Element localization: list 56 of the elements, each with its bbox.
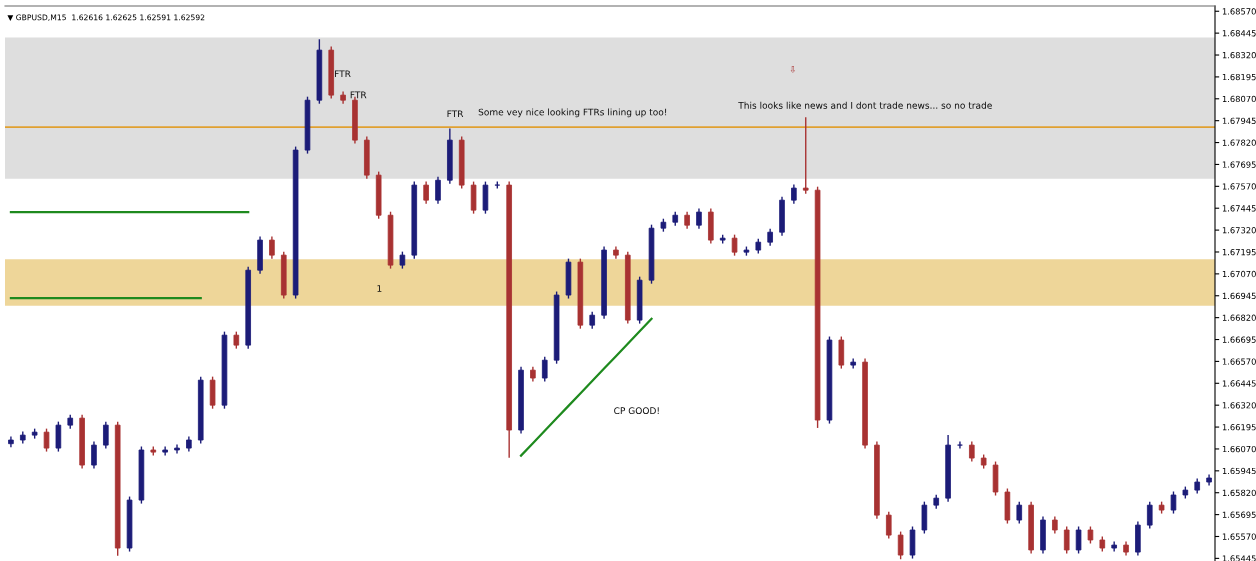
y-tick-label: 1.66570 [1222,358,1256,365]
annotation: CP GOOD! [614,407,659,415]
annotation: This looks like news and I dont trade news... so no trade [738,101,992,109]
candlestick [423,180,429,205]
y-tick-label: 1.68320 [1222,52,1256,59]
candlestick [1016,500,1023,525]
y-tick-label: 1.67820 [1222,139,1256,146]
y-tick-label: 1.67320 [1222,227,1256,234]
candlestick [1075,525,1082,555]
annotation: FTR [350,91,367,99]
y-tick-label: 1.67695 [1222,161,1256,168]
y-tick-label: 1.68570 [1222,8,1256,15]
y-tick-label: 1.66320 [1222,402,1256,409]
y-tick-label: 1.66445 [1222,380,1256,387]
candlestick [969,440,975,463]
y-tick-label: 1.66945 [1222,292,1256,300]
candlestick [791,183,797,205]
candlestick [43,427,50,453]
candlestick [802,116,809,195]
candlestick [435,176,441,205]
y-tick-label: 1.66820 [1222,314,1256,321]
candlestick [269,235,275,260]
y-tick-label: 1.65570 [1222,533,1256,540]
y-tick-label: 1.65445 [1222,555,1256,561]
y-tick-label: 1.68070 [1222,95,1256,103]
y-tick-label: 1.66070 [1222,445,1256,453]
y-tick-label: 1.66695 [1222,336,1256,343]
candlestick [897,530,904,560]
candlestick [162,445,168,457]
candlestick [885,510,892,540]
y-tick-label: 1.65820 [1222,489,1256,496]
annotation: ⇩ [790,66,796,73]
candlestick [1146,500,1153,530]
y-tick-label: 1.66195 [1222,424,1256,431]
candlestick [91,440,97,470]
annotation: FTR [335,70,351,78]
y-tick-label: 1.68445 [1222,30,1256,37]
annotation: FTR [447,110,464,117]
candlestick [103,420,109,450]
candlestick [541,355,548,383]
candlestick [957,440,963,450]
y-tick-label: 1.65945 [1222,467,1256,475]
candlestick [1170,490,1177,515]
candlestick [55,420,62,453]
annotation: 1 [377,285,382,292]
y-tick-label: 1.67570 [1222,183,1256,190]
y-tick-label: 1.67945 [1222,117,1256,124]
y-tick-label: 1.67445 [1222,205,1256,212]
candlestick [1063,525,1070,555]
candlestick [731,233,738,257]
y-tick-label: 1.65695 [1222,511,1256,518]
y-tick-label: 1.67070 [1222,270,1256,278]
annotation: Some vey nice looking FTRs lining up too! [478,108,667,118]
y-tick-label: 1.67195 [1222,248,1256,256]
candlestick [696,207,702,230]
y-tick-label: 1.68195 [1222,73,1256,81]
